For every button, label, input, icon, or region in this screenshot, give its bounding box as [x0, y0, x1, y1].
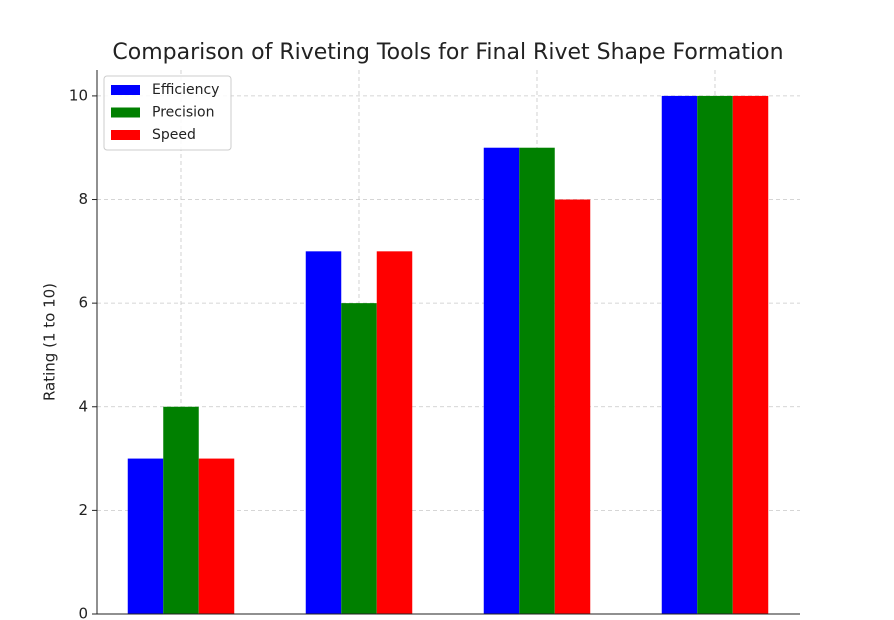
legend-label: Efficiency: [152, 82, 219, 98]
bar: [198, 458, 235, 614]
chart-title: Comparison of Riveting Tools for Final R…: [112, 40, 783, 65]
y-tick-label: 4: [78, 397, 88, 415]
bar: [661, 95, 698, 614]
bar: [483, 147, 520, 614]
legend-swatch: [111, 85, 140, 95]
legend-label: Precision: [152, 105, 214, 121]
bar: [732, 95, 769, 614]
legend-swatch: [111, 130, 140, 140]
bar: [376, 251, 413, 615]
bar: [697, 95, 733, 614]
bar: [341, 303, 377, 614]
y-tick-label: 0: [78, 605, 88, 620]
y-tick-label: 8: [78, 190, 88, 208]
y-tick-label: 6: [78, 294, 88, 312]
y-axis-label: Rating (1 to 10): [41, 283, 59, 401]
legend-swatch: [111, 107, 140, 118]
bar: [305, 251, 342, 615]
legend-label: Speed: [152, 127, 196, 143]
bar: [554, 199, 591, 614]
bar: [519, 147, 555, 614]
bar: [163, 406, 199, 614]
y-tick-label: 2: [78, 501, 88, 519]
bar: [127, 458, 164, 614]
y-tick-label: 10: [69, 86, 88, 104]
